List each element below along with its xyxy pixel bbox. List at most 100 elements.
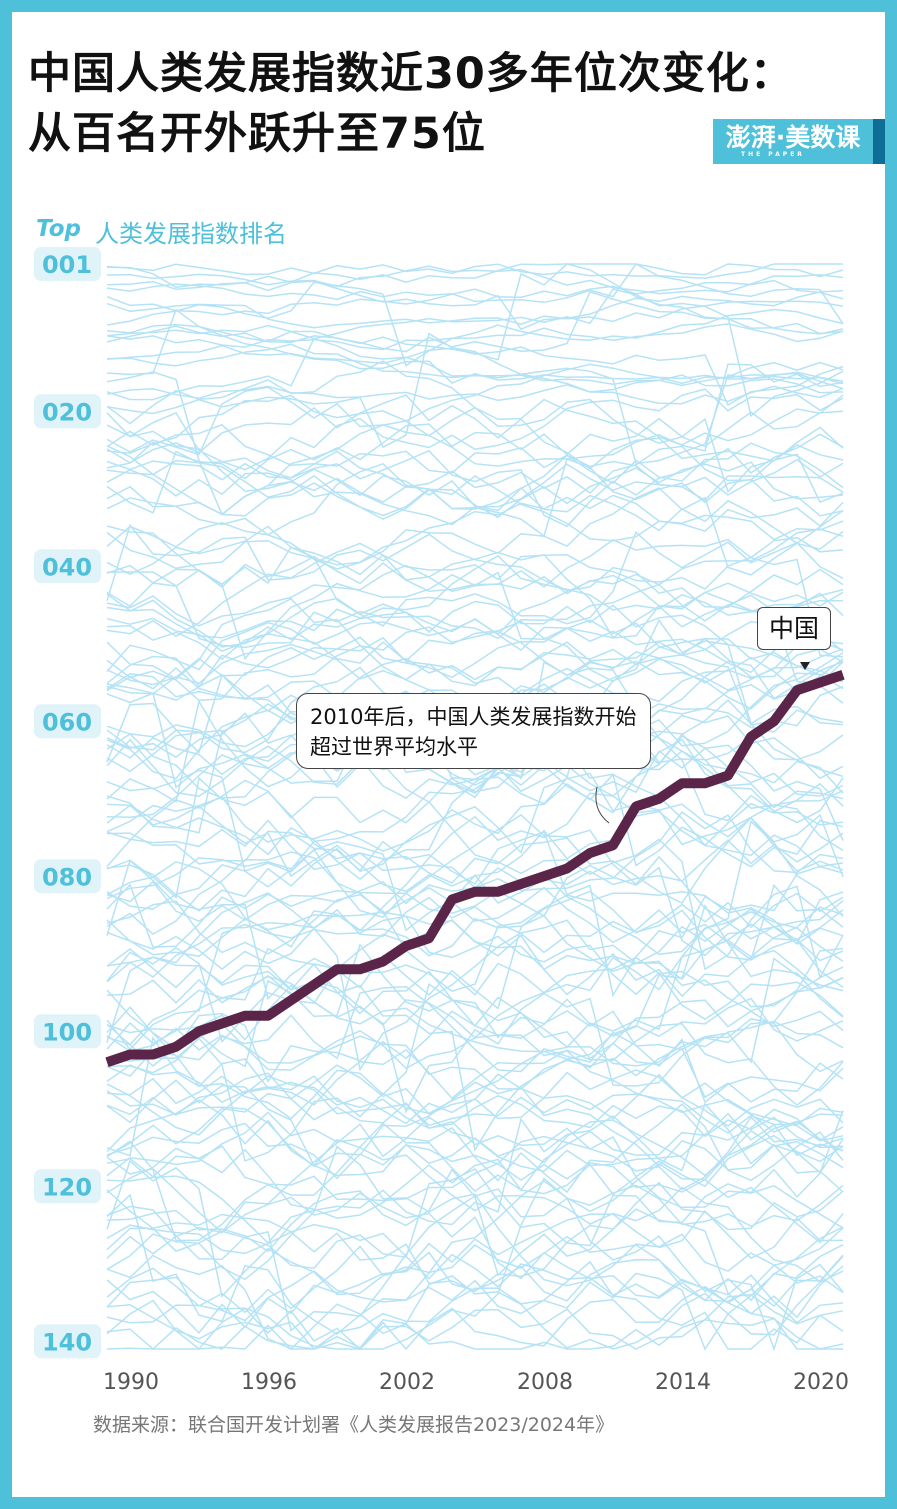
- country-line: [106, 1110, 844, 1269]
- country-line: [106, 263, 844, 361]
- y-tick-label: 001: [42, 251, 92, 279]
- chart-title: 中国人类发展指数近30多年位次变化： 从百名开外跃升至75位: [28, 44, 794, 164]
- country-line: [106, 904, 844, 1046]
- title-line-2: 从百名开外跃升至75位: [28, 109, 486, 159]
- country-line: [106, 1115, 844, 1202]
- country-line: [106, 619, 844, 686]
- country-line: [106, 554, 844, 639]
- y-tick-chip: [34, 247, 101, 281]
- country-line: [106, 813, 844, 962]
- country-line: [106, 337, 844, 401]
- country-line: [106, 384, 844, 405]
- country-line: [106, 263, 844, 325]
- country-line: [106, 1147, 844, 1229]
- country-line: [106, 1108, 844, 1234]
- country-line: [106, 1299, 843, 1351]
- country-line: [106, 433, 844, 528]
- y-axis-title: 人类发展指数排名: [95, 220, 287, 248]
- y-tick-chip: [34, 394, 101, 429]
- country-line: [106, 1192, 844, 1302]
- country-line: [106, 1102, 844, 1244]
- country-line: [106, 859, 844, 1010]
- country-line: [106, 461, 844, 536]
- country-line: [106, 957, 844, 1090]
- country-line: [106, 1254, 844, 1351]
- country-line: [106, 1081, 844, 1174]
- y-tick-label: 100: [42, 1018, 92, 1046]
- annotation-callout: 2010年后，中国人类发展指数开始超过世界平均水平: [296, 693, 651, 769]
- country-line: [106, 487, 844, 576]
- country-line: [106, 1103, 844, 1194]
- country-line: [106, 450, 844, 542]
- country-line: [106, 773, 844, 853]
- y-tick-label: 060: [42, 708, 92, 736]
- country-line: [106, 851, 844, 961]
- y-tick-chip: [34, 704, 101, 739]
- country-line: [106, 830, 844, 998]
- title-line-1: 中国人类发展指数近30多年位次变化：: [28, 49, 794, 99]
- country-line: [106, 388, 844, 471]
- country-line: [106, 911, 844, 1012]
- country-line: [106, 708, 844, 814]
- country-line: [106, 974, 844, 1153]
- country-line: [106, 1168, 844, 1277]
- country-line: [106, 820, 844, 996]
- y-tick-label: 020: [42, 398, 92, 426]
- country-line: [106, 1159, 844, 1298]
- country-line: [106, 1226, 844, 1350]
- y-tick-label: 120: [42, 1173, 92, 1201]
- country-line: [106, 494, 844, 570]
- x-tick-label: 2008: [517, 1370, 573, 1395]
- country-line: [106, 458, 844, 538]
- y-tick-chip: [34, 1169, 101, 1204]
- country-line: [106, 525, 844, 591]
- country-line: [106, 776, 844, 956]
- country-line: [106, 1023, 844, 1106]
- x-tick-label: 2014: [655, 1370, 711, 1395]
- country-line: [106, 1186, 844, 1336]
- logo-text: 澎湃·美数课: [725, 123, 861, 152]
- country-line: [106, 363, 844, 467]
- y-tick-chip: [34, 549, 101, 584]
- country-line: [106, 948, 844, 1114]
- country-line: [106, 636, 844, 703]
- country-line: [106, 445, 844, 504]
- annotation-text: 2010年后，中国人类发展指数开始超过世界平均水平: [310, 705, 637, 759]
- the-paper-logo: 澎湃·美数课 THE PAPER: [713, 119, 873, 164]
- country-line: [106, 779, 844, 980]
- country-line: [106, 417, 844, 494]
- callout-pointer: [595, 786, 610, 824]
- country-line: [106, 538, 844, 658]
- country-line: [106, 864, 844, 957]
- y-tick-label: 040: [42, 553, 92, 581]
- country-line: [106, 531, 844, 627]
- y-axis-prefix: Top: [36, 216, 81, 242]
- country-line: [106, 394, 844, 454]
- country-line: [106, 300, 844, 329]
- source-note: 数据来源：联合国开发计划署《人类发展报告2023/2024年》: [93, 1414, 615, 1436]
- country-line: [106, 1092, 844, 1188]
- china-label-pointer: [800, 662, 810, 670]
- country-line: [106, 288, 844, 418]
- country-line: [106, 1036, 844, 1157]
- country-line: [106, 280, 844, 331]
- country-line: [106, 1251, 844, 1335]
- country-line: [106, 1079, 844, 1213]
- country-line: [106, 908, 844, 973]
- country-line: [106, 915, 844, 1051]
- country-line: [106, 523, 844, 608]
- country-line: [106, 263, 843, 279]
- logo-subtext: THE PAPER: [741, 151, 805, 158]
- y-tick-label: 080: [42, 863, 92, 891]
- country-line: [106, 564, 844, 627]
- y-tick-chip: [34, 1324, 101, 1359]
- logo-tab: [873, 119, 885, 164]
- country-line: [106, 620, 844, 684]
- china-label: 中国: [757, 607, 831, 650]
- country-line: [106, 1177, 844, 1352]
- country-line: [106, 1145, 844, 1294]
- country-line: [106, 1260, 844, 1350]
- country-line: [106, 1027, 844, 1142]
- country-line: [106, 792, 844, 948]
- country-line: [106, 1285, 844, 1351]
